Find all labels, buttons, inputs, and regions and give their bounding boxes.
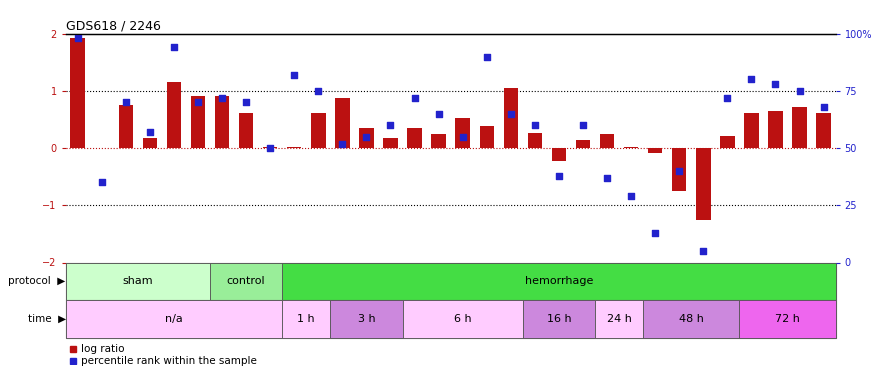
Point bbox=[431, 111, 445, 117]
Point bbox=[793, 88, 807, 94]
Point bbox=[504, 111, 518, 117]
Text: hemorrhage: hemorrhage bbox=[525, 276, 593, 286]
Text: 16 h: 16 h bbox=[547, 314, 571, 324]
Bar bbox=[528, 133, 542, 148]
Point bbox=[312, 88, 326, 94]
Point bbox=[71, 35, 85, 41]
Bar bbox=[431, 134, 446, 148]
FancyBboxPatch shape bbox=[66, 300, 282, 338]
Point bbox=[816, 104, 830, 110]
Bar bbox=[456, 118, 470, 148]
Text: 48 h: 48 h bbox=[679, 314, 704, 324]
FancyBboxPatch shape bbox=[523, 300, 595, 338]
Text: time  ▶: time ▶ bbox=[27, 314, 66, 324]
Point bbox=[239, 99, 253, 105]
Point bbox=[745, 76, 759, 82]
Bar bbox=[648, 148, 662, 153]
Point bbox=[287, 72, 301, 78]
FancyBboxPatch shape bbox=[331, 300, 402, 338]
Point bbox=[143, 129, 157, 135]
Bar bbox=[696, 148, 710, 220]
Point bbox=[263, 145, 277, 151]
Text: 24 h: 24 h bbox=[606, 314, 632, 324]
Bar bbox=[383, 138, 397, 148]
Text: 3 h: 3 h bbox=[358, 314, 375, 324]
Bar bbox=[191, 96, 206, 148]
Point bbox=[696, 248, 710, 254]
Text: n/a: n/a bbox=[165, 314, 183, 324]
Point bbox=[672, 168, 686, 174]
FancyBboxPatch shape bbox=[402, 300, 523, 338]
Bar bbox=[143, 138, 158, 148]
Bar bbox=[624, 147, 639, 148]
Point bbox=[119, 99, 133, 105]
Bar bbox=[119, 105, 133, 148]
Text: GDS618 / 2246: GDS618 / 2246 bbox=[66, 20, 160, 33]
FancyBboxPatch shape bbox=[739, 300, 836, 338]
Bar bbox=[768, 111, 783, 148]
Text: 1 h: 1 h bbox=[298, 314, 315, 324]
Point bbox=[456, 134, 470, 140]
Bar bbox=[816, 112, 831, 148]
Bar bbox=[408, 128, 422, 148]
Point bbox=[383, 122, 397, 128]
Text: sham: sham bbox=[123, 276, 153, 286]
Point bbox=[624, 193, 638, 199]
Bar bbox=[215, 96, 229, 148]
Point bbox=[528, 122, 542, 128]
Bar bbox=[600, 134, 614, 148]
Bar bbox=[504, 88, 518, 148]
Text: 72 h: 72 h bbox=[775, 314, 800, 324]
Point bbox=[600, 175, 614, 181]
Bar bbox=[552, 148, 566, 161]
FancyBboxPatch shape bbox=[643, 300, 739, 338]
Bar bbox=[335, 98, 350, 148]
Bar bbox=[745, 112, 759, 148]
Point bbox=[191, 99, 205, 105]
Bar bbox=[71, 38, 85, 148]
Point bbox=[720, 95, 734, 101]
Point bbox=[576, 122, 590, 128]
Bar bbox=[576, 140, 591, 148]
Bar bbox=[720, 135, 735, 148]
Bar bbox=[793, 107, 807, 148]
Point bbox=[215, 95, 229, 101]
Bar bbox=[287, 147, 301, 148]
Bar bbox=[360, 128, 374, 148]
Bar bbox=[263, 147, 277, 148]
FancyBboxPatch shape bbox=[282, 262, 836, 300]
FancyBboxPatch shape bbox=[210, 262, 282, 300]
Point bbox=[335, 141, 349, 147]
Text: control: control bbox=[227, 276, 265, 286]
Bar bbox=[312, 112, 326, 148]
Bar bbox=[167, 82, 181, 148]
Point bbox=[552, 172, 566, 178]
Text: 6 h: 6 h bbox=[454, 314, 472, 324]
FancyBboxPatch shape bbox=[282, 300, 331, 338]
Text: log ratio: log ratio bbox=[81, 344, 124, 354]
FancyBboxPatch shape bbox=[66, 262, 210, 300]
Point bbox=[360, 134, 374, 140]
Point bbox=[94, 179, 108, 185]
Point bbox=[480, 54, 494, 60]
Bar bbox=[672, 148, 687, 191]
Point bbox=[408, 95, 422, 101]
Text: protocol  ▶: protocol ▶ bbox=[9, 276, 66, 286]
FancyBboxPatch shape bbox=[595, 300, 643, 338]
Text: percentile rank within the sample: percentile rank within the sample bbox=[81, 356, 257, 366]
Bar bbox=[480, 126, 494, 148]
Point bbox=[167, 45, 181, 51]
Point bbox=[768, 81, 782, 87]
Bar bbox=[239, 112, 254, 148]
Point bbox=[648, 230, 662, 236]
